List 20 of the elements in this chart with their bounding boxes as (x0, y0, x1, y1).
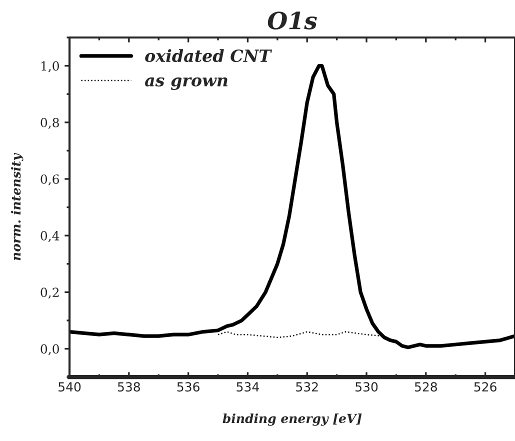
y-tick-label: 0,2 (40, 288, 59, 299)
legend-label: as grown (144, 77, 228, 90)
x-tick-label: 538 (118, 382, 140, 392)
line-series (70, 64, 515, 350)
x-tick-label: 528 (414, 382, 437, 392)
x-tick-label: 530 (356, 382, 378, 392)
y-tick-label: 0,8 (40, 118, 59, 129)
x-tick-label: 532 (296, 382, 318, 392)
y-tick-label: 0,0 (40, 344, 59, 356)
x-tick-label: 540 (58, 382, 81, 392)
y-axis-title: norm. intensity (10, 152, 24, 260)
chart-title: O1s (268, 12, 317, 30)
x-tick-label: 526 (474, 382, 496, 392)
legend-label: oxidated CNT (145, 49, 272, 62)
y-tick-label: 1,0 (41, 61, 59, 72)
x-tick-label: 536 (177, 382, 200, 392)
x-tick-label: 534 (236, 382, 259, 392)
x-axis-title: binding energy [eV] (222, 413, 362, 426)
y-tick-label: 0,4 (40, 231, 60, 242)
y-tick-label: 0,6 (40, 174, 60, 186)
